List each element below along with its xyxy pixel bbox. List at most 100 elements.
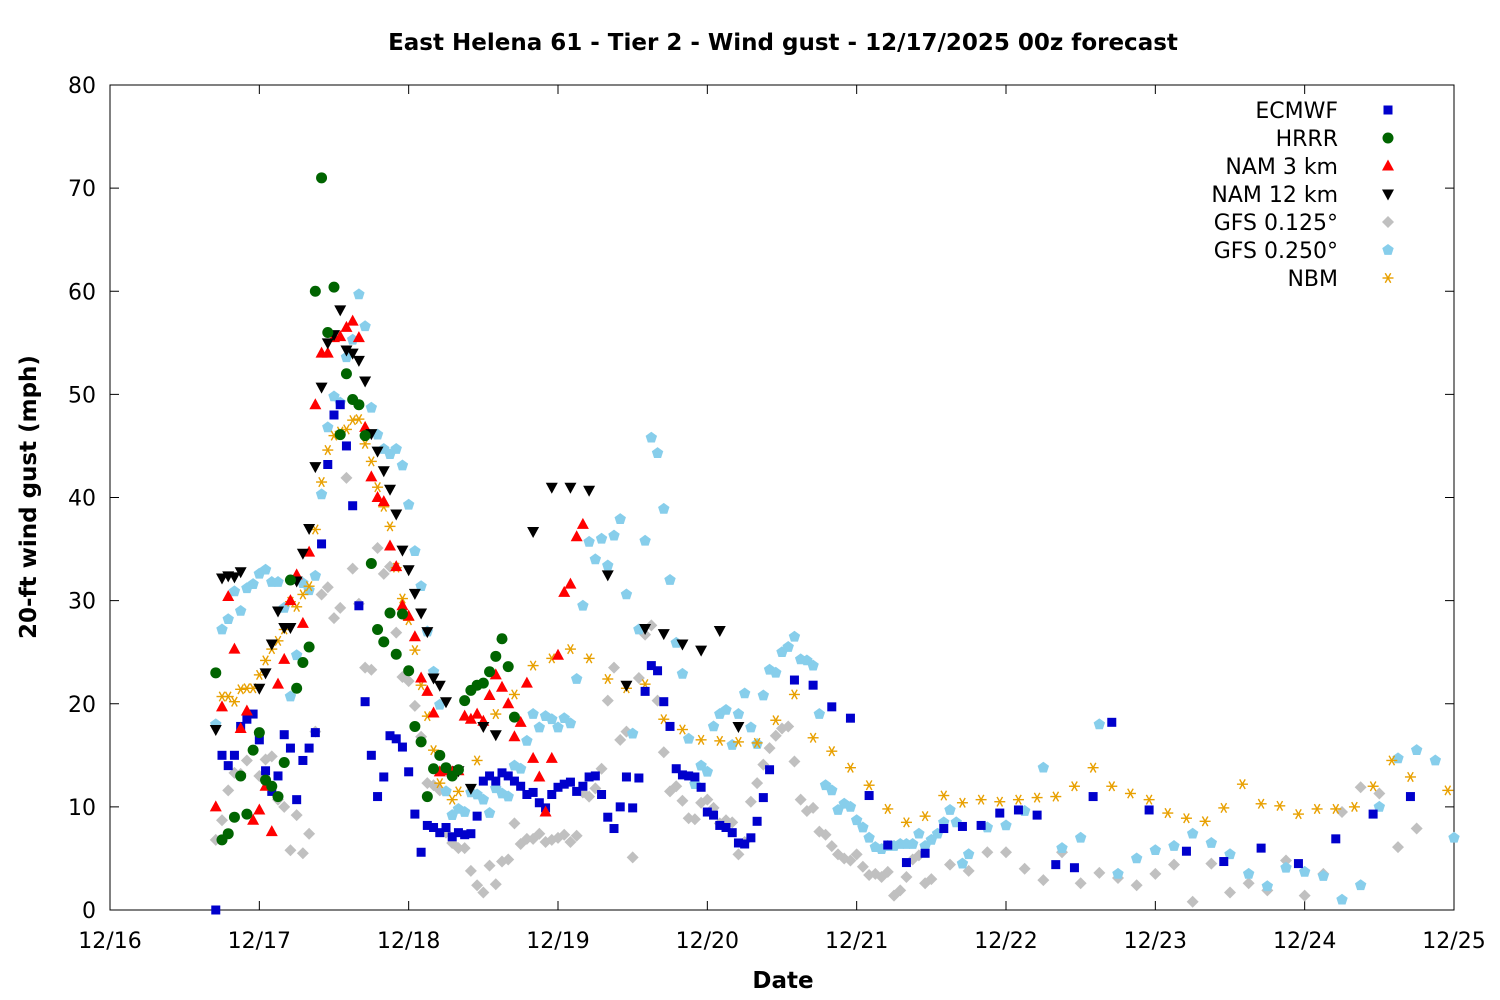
data-point: [920, 848, 930, 858]
data-point: [620, 588, 633, 600]
data-point: [460, 830, 470, 840]
data-point: [956, 857, 969, 869]
data-point: [1348, 801, 1360, 813]
data-point: [278, 757, 290, 769]
data-point: [819, 828, 832, 841]
data-point: [435, 828, 445, 838]
data-point: [365, 558, 377, 569]
x-tick-label: 12/22: [974, 929, 1037, 954]
data-point: [508, 689, 520, 700]
data-point: [962, 848, 975, 860]
data-point: [373, 792, 383, 802]
data-point: [520, 676, 533, 688]
data-point: [471, 755, 483, 766]
data-point: [1354, 879, 1367, 891]
data-point: [688, 813, 701, 826]
data-point: [322, 421, 334, 433]
data-point: [458, 842, 471, 855]
data-point: [527, 527, 540, 539]
data-point: [1018, 862, 1031, 875]
legend-marker: [1382, 244, 1394, 255]
y-tick-label: 60: [68, 280, 96, 305]
data-point: [384, 484, 396, 496]
data-point: [440, 785, 452, 797]
data-point: [701, 765, 714, 777]
data-point: [944, 803, 956, 815]
data-point: [844, 854, 857, 867]
data-point: [371, 491, 384, 502]
data-point: [440, 697, 452, 709]
data-point: [259, 668, 272, 680]
data-point: [690, 772, 700, 782]
data-point: [639, 623, 652, 635]
data-point: [408, 630, 421, 642]
data-point: [807, 801, 820, 814]
data-point: [584, 772, 594, 782]
legend-marker: [1382, 272, 1394, 284]
data-point: [253, 803, 266, 815]
data-point: [260, 655, 272, 666]
data-point: [253, 727, 265, 739]
data-point: [402, 675, 415, 688]
data-point: [360, 697, 370, 707]
legend-marker: [1383, 105, 1393, 115]
data-point: [496, 680, 508, 692]
data-point: [565, 777, 575, 787]
data-point: [1386, 755, 1398, 766]
data-point: [247, 744, 259, 756]
data-point: [416, 847, 426, 857]
data-point: [334, 429, 346, 441]
data-point: [620, 680, 633, 692]
data-point: [1392, 841, 1404, 854]
data-point: [222, 691, 234, 702]
plot-area: [109, 84, 1455, 911]
data-point: [483, 689, 496, 700]
data-point: [733, 838, 743, 848]
data-point: [477, 721, 490, 733]
data-point: [844, 800, 857, 812]
data-point: [714, 735, 726, 747]
data-point: [321, 581, 334, 594]
data-point: [520, 832, 533, 845]
data-point: [732, 721, 745, 733]
data-point: [346, 562, 359, 575]
data-point: [901, 858, 911, 868]
data-point: [228, 811, 240, 823]
data-point: [628, 803, 638, 813]
data-point: [384, 539, 396, 551]
data-point: [765, 765, 775, 775]
data-point: [279, 730, 289, 740]
data-point: [1218, 802, 1230, 814]
data-point: [278, 652, 291, 664]
data-point: [1186, 895, 1199, 908]
data-point: [421, 684, 434, 696]
data-point: [292, 795, 302, 805]
data-point: [396, 608, 408, 620]
data-point: [1112, 867, 1124, 879]
x-tick-label: 12/23: [1124, 929, 1187, 954]
data-point: [366, 750, 376, 760]
y-tick-label: 30: [68, 590, 96, 615]
data-point: [770, 715, 782, 726]
data-point: [502, 853, 515, 866]
data-point: [452, 764, 464, 776]
data-point: [826, 746, 838, 757]
data-point: [489, 878, 502, 891]
data-point: [478, 776, 488, 786]
data-point: [303, 545, 316, 557]
data-point: [353, 399, 365, 411]
data-point: [490, 708, 502, 720]
x-tick-label: 12/20: [676, 929, 739, 954]
data-point: [408, 588, 421, 600]
data-point: [1331, 834, 1341, 844]
data-point: [751, 737, 763, 749]
data-point: [583, 485, 596, 497]
data-point: [385, 731, 395, 741]
data-point: [503, 771, 513, 781]
data-point: [453, 828, 463, 838]
data-point: [572, 786, 582, 796]
data-point: [782, 641, 794, 652]
data-point: [1219, 857, 1229, 867]
data-point: [825, 840, 838, 853]
data-point: [545, 482, 558, 494]
